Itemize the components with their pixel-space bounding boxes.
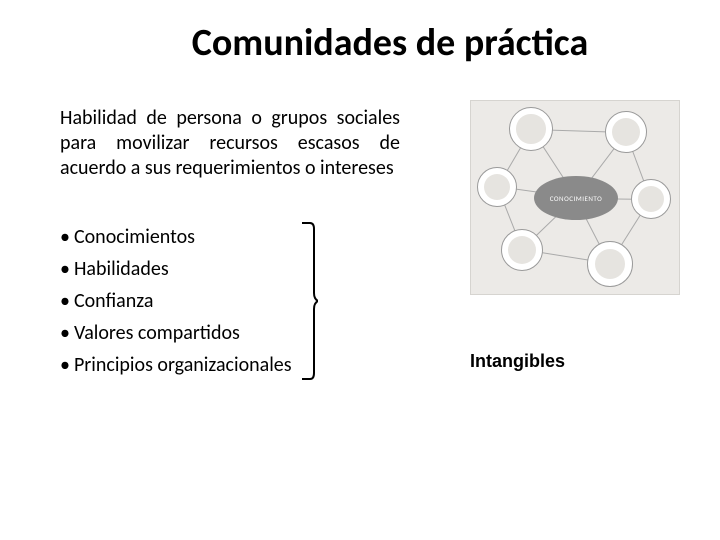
- face-icon: [612, 118, 640, 146]
- diagram-person-node: [587, 241, 633, 287]
- diagram-person-node: [477, 167, 517, 207]
- diagram-person-node: [501, 229, 543, 271]
- list-item: Confianza: [60, 285, 292, 317]
- face-icon: [516, 114, 545, 143]
- face-icon: [508, 236, 536, 264]
- left-column: Habilidad de persona o grupos sociales p…: [60, 106, 400, 381]
- list-item: Conocimientos: [60, 221, 292, 253]
- list-item: Habilidades: [60, 253, 292, 285]
- face-icon: [638, 186, 665, 213]
- content-area: Habilidad de persona o grupos sociales p…: [60, 106, 680, 381]
- list-item: Principios organizacionales: [60, 349, 292, 381]
- bracket-icon: [300, 221, 318, 381]
- slide-title: Comunidades de práctica: [100, 20, 680, 66]
- bullet-group: Conocimientos Habilidades Confianza Valo…: [60, 221, 400, 381]
- intro-paragraph: Habilidad de persona o grupos sociales p…: [60, 106, 400, 181]
- face-icon: [595, 249, 626, 280]
- list-item: Valores compartidos: [60, 317, 292, 349]
- diagram-person-node: [605, 111, 647, 153]
- bullet-list: Conocimientos Habilidades Confianza Valo…: [60, 221, 292, 381]
- diagram-center-node: CONOCIMIENTO: [534, 176, 618, 220]
- diagram-person-node: [631, 179, 671, 219]
- right-column: CONOCIMIENTO Intangibles: [420, 106, 680, 381]
- diagram-person-node: [509, 107, 553, 151]
- face-icon: [484, 174, 511, 201]
- network-diagram: CONOCIMIENTO: [470, 100, 680, 295]
- intangibles-label: Intangibles: [470, 351, 565, 372]
